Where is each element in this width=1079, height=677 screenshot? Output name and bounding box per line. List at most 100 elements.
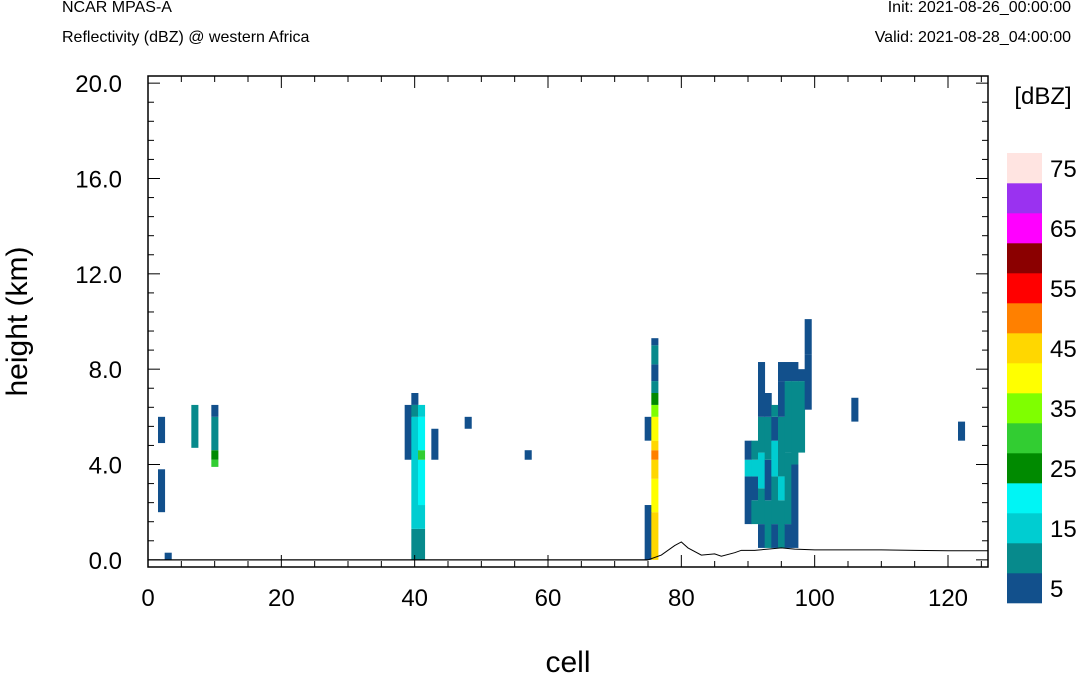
colorbar: 5 15 25 35 45 55 65 75 (1007, 153, 1077, 604)
reflectivity-cell (758, 362, 766, 417)
reflectivity-cell (651, 450, 659, 460)
y-tick-label: 8.0 (89, 357, 122, 384)
colorbar-swatch (1007, 183, 1042, 214)
colorbar-label: 45 (1050, 336, 1077, 363)
reflectivity-cell (524, 450, 532, 460)
x-tick-label: 40 (401, 585, 428, 612)
reflectivity-cell (464, 416, 472, 429)
reflectivity-cell (758, 488, 766, 525)
x-tick-label: 100 (795, 585, 835, 612)
reflectivity-cell (411, 393, 419, 405)
init-time: Init: 2021-08-26_00:00:00 (887, 0, 1071, 16)
colorbar-swatch (1007, 273, 1042, 304)
reflectivity-cell (744, 440, 752, 460)
colorbar-swatch (1007, 453, 1042, 484)
reflectivity-cell (418, 459, 426, 506)
y-tick-label: 20.0 (75, 71, 122, 98)
reflectivity-cell (804, 319, 812, 355)
reflectivity-cell (744, 459, 752, 477)
reflectivity-cell (791, 464, 799, 548)
reflectivity-cell (751, 500, 759, 525)
colorbar-swatch (1007, 303, 1042, 334)
reflectivity-cells (158, 319, 966, 560)
plot-frame (147, 75, 989, 568)
y-tick-label: 16.0 (75, 166, 122, 193)
colorbar-label: 75 (1050, 156, 1077, 183)
colorbar-swatch (1007, 573, 1042, 604)
x-tick-label: 60 (535, 585, 562, 612)
reflectivity-cell (771, 440, 779, 477)
colorbar-label: 25 (1050, 456, 1077, 483)
axis-ticks: 0 20 40 60 80 100 120 0.0 4.0 8.0 12.0 16.0 20.0 (75, 71, 988, 612)
reflectivity-cell (651, 478, 659, 513)
colorbar-swatch (1007, 483, 1042, 514)
x-tick-label: 120 (928, 585, 968, 612)
reflectivity-cell (418, 404, 426, 417)
reflectivity-cell (778, 416, 786, 477)
reflectivity-cell (958, 421, 966, 441)
colorbar-swatch (1007, 213, 1042, 244)
reflectivity-cell (751, 440, 759, 460)
reflectivity-cell (771, 416, 779, 441)
reflectivity-cell (851, 397, 859, 422)
reflectivity-cell (411, 404, 419, 417)
reflectivity-cell (191, 404, 199, 448)
reflectivity-cell (764, 500, 772, 548)
reflectivity-cell (744, 476, 752, 525)
reflectivity-cell (751, 476, 759, 501)
reflectivity-cell (771, 404, 779, 417)
colorbar-title: [dBZ] (1014, 83, 1071, 110)
reflectivity-cell (784, 362, 792, 382)
colorbar-swatch (1007, 393, 1042, 424)
reflectivity-cell (651, 416, 659, 441)
model-title: NCAR MPAS-A (62, 0, 172, 16)
reflectivity-cell (758, 452, 766, 489)
reflectivity-cell (418, 528, 426, 560)
reflectivity-cell (771, 476, 779, 525)
reflectivity-cell (164, 552, 172, 560)
valid-time: Valid: 2021-08-28_04:00:00 (874, 29, 1071, 46)
reflectivity-cell (764, 393, 772, 417)
reflectivity-cell (651, 512, 659, 560)
reflectivity-cell (778, 381, 786, 417)
reflectivity-cell (411, 416, 419, 529)
colorbar-swatch (1007, 513, 1042, 544)
x-tick-label: 20 (268, 585, 295, 612)
reflectivity-cell (764, 459, 772, 501)
reflectivity-cell (418, 505, 426, 529)
reflectivity-cell (778, 362, 786, 382)
reflectivity-cell (644, 505, 652, 560)
reflectivity-cell (651, 364, 659, 382)
reflectivity-cell (791, 362, 799, 382)
reflectivity-cell (784, 381, 792, 453)
field-title: Reflectivity (dBZ) @ western Africa (62, 29, 310, 46)
colorbar-swatch (1007, 423, 1042, 454)
reflectivity-cell (211, 450, 219, 460)
reflectivity-cell (751, 459, 759, 477)
colorbar-label: 55 (1050, 276, 1077, 303)
reflectivity-cell (211, 404, 219, 417)
colorbar-swatch (1007, 153, 1042, 184)
reflectivity-cell (418, 416, 426, 451)
x-tick-label: 80 (668, 585, 695, 612)
y-tick-label: 12.0 (75, 262, 122, 289)
colorbar-swatch (1007, 333, 1042, 364)
reflectivity-cell (784, 524, 792, 548)
colorbar-label: 15 (1050, 516, 1077, 543)
colorbar-label: 5 (1050, 576, 1063, 603)
reflectivity-cell (211, 416, 219, 451)
reflectivity-cell (644, 416, 652, 441)
reflectivity-cell (651, 404, 659, 417)
colorbar-swatch (1007, 243, 1042, 274)
y-tick-label: 0.0 (89, 548, 122, 575)
reflectivity-cell (404, 404, 412, 460)
reflectivity-cell (651, 345, 659, 365)
x-axis-label: cell (545, 646, 590, 677)
colorbar-label: 35 (1050, 396, 1077, 423)
reflectivity-cell (211, 459, 219, 467)
reflectivity-cell (771, 524, 779, 548)
reflectivity-cell (651, 459, 659, 479)
colorbar-swatch (1007, 543, 1042, 574)
reflectivity-cell (431, 428, 439, 460)
